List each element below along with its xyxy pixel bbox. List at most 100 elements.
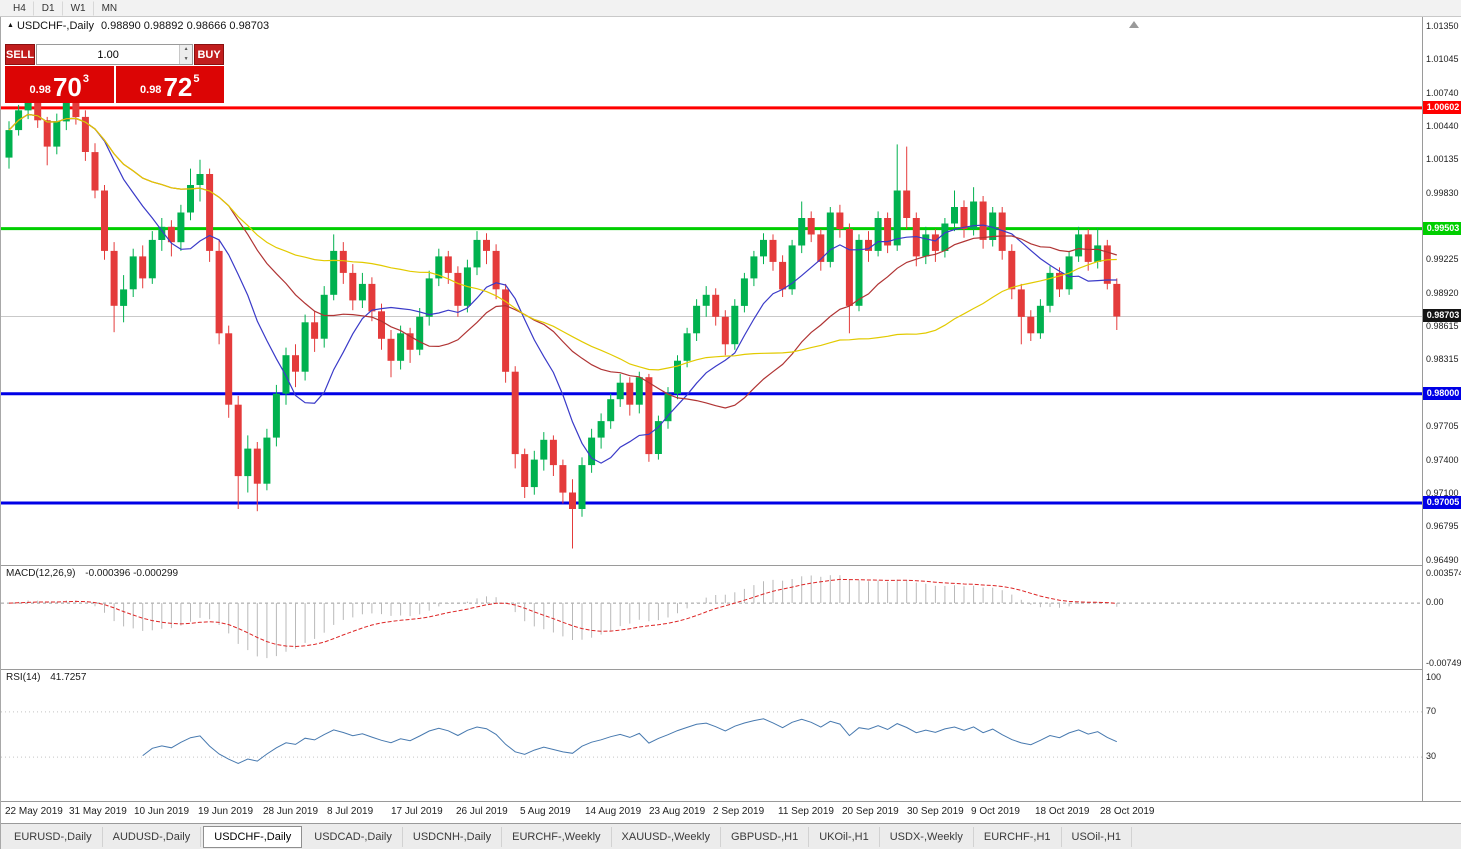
candles-layer xyxy=(5,84,1121,549)
timeframe-button-mn[interactable]: MN xyxy=(94,1,126,16)
price-axis-tick: 1.00135 xyxy=(1426,154,1459,164)
rsi-label: RSI(14) 41.7257 xyxy=(6,672,86,683)
price-chart-canvas[interactable] xyxy=(1,17,1422,565)
rsi-axis-tick: 100 xyxy=(1426,672,1442,682)
chart-tab-eurusd-daily[interactable]: EURUSD-,Daily xyxy=(4,826,103,847)
macd-canvas[interactable] xyxy=(1,566,1422,669)
timeframe-button-d1[interactable]: D1 xyxy=(34,0,63,16)
chart-tab-bar: EURUSD-,Daily AUDUSD-,Daily USDCHF-,Daily U… xyxy=(1,823,1461,849)
symbol-period-label: USDCHF-,Daily xyxy=(16,20,94,32)
chart-tab-usdchf-daily[interactable]: USDCHF-,Daily xyxy=(203,825,303,848)
time-axis-label: 14 Aug 2019 xyxy=(585,806,642,817)
time-axis[interactable]: 22 May 2019 31 May 2019 10 Jun 2019 19 Jun … xyxy=(1,801,1461,823)
buy-price-tile[interactable]: 0.98 72 5 xyxy=(115,66,224,103)
chart-tab-eurchf-weekly[interactable]: EURCHF-,Weekly xyxy=(502,826,612,847)
macd-name: MACD(12,26,9) xyxy=(6,568,76,579)
sell-price-base: 0.98 xyxy=(29,84,51,96)
time-axis-label: 22 May 2019 xyxy=(5,806,63,817)
price-axis-tick: 0.96490 xyxy=(1426,555,1459,565)
rsi-axis-tick: 70 xyxy=(1426,706,1437,716)
timeframe-button-w1[interactable]: W1 xyxy=(63,0,94,16)
sell-price-tile[interactable]: 0.98 70 3 xyxy=(5,66,114,103)
macd-signal-line xyxy=(8,578,1117,648)
price-axis-tick: 0.98315 xyxy=(1426,354,1459,364)
price-axis-tick: 1.01350 xyxy=(1426,21,1459,31)
sell-price-pip: 3 xyxy=(82,73,89,85)
price-axis-tick: 0.99225 xyxy=(1426,254,1459,264)
chart-tab-usoil-h1[interactable]: USOil-,H1 xyxy=(1062,826,1133,847)
rsi-axis-tick: 30 xyxy=(1426,751,1437,761)
symbol-marker-icon: ▲ xyxy=(7,22,14,29)
time-axis-label: 19 Jun 2019 xyxy=(198,806,254,817)
moving-averages-layer xyxy=(8,113,1117,464)
price-axis-tick: 1.00740 xyxy=(1426,88,1459,98)
volume-control[interactable]: ▲ ▼ xyxy=(36,44,194,65)
time-axis-label: 2 Sep 2019 xyxy=(713,806,765,817)
rsi-value: 41.7257 xyxy=(50,672,87,683)
macd-values: -0.000396 -0.000299 xyxy=(85,568,179,579)
price-axis-tick: 1.01045 xyxy=(1426,54,1459,64)
sell-price-main: 70 xyxy=(52,72,82,102)
macd-axis-tick: 0.00 xyxy=(1426,597,1444,607)
volume-input[interactable] xyxy=(37,45,180,64)
rsi-line xyxy=(142,718,1118,764)
timeframe-button-h4[interactable]: H4 xyxy=(5,0,34,16)
macd-label: MACD(12,26,9) -0.000396 -0.000299 xyxy=(6,568,178,579)
hline-price-badge: 1.00602 xyxy=(1423,101,1461,114)
time-axis-label: 10 Jun 2019 xyxy=(134,806,190,817)
buy-price-pip: 5 xyxy=(193,73,200,85)
time-axis-label: 30 Sep 2019 xyxy=(907,806,964,817)
macd-histogram xyxy=(18,575,1118,659)
time-axis-label: 9 Oct 2019 xyxy=(971,806,1020,817)
macd-axis-tick: 0.003574 xyxy=(1426,568,1461,578)
time-axis-label: 17 Jul 2019 xyxy=(391,806,443,817)
hline-price-badge: 0.97005 xyxy=(1423,496,1461,509)
time-axis-label: 11 Sep 2019 xyxy=(778,806,834,817)
time-axis-label: 31 May 2019 xyxy=(69,806,127,817)
rsi-name: RSI(14) xyxy=(6,672,41,683)
rsi-indicator-panel[interactable]: RSI(14) 41.7257 xyxy=(1,669,1422,801)
macd-indicator-panel[interactable]: MACD(12,26,9) -0.000396 -0.000299 xyxy=(1,565,1422,669)
one-click-trading-panel: SELL ▲ ▼ BUY 0.98 70 3 0.98 xyxy=(5,44,224,103)
timeframe-toolbar: H4 D1 W1 MN xyxy=(0,0,1461,17)
chart-tab-eurchf-h1[interactable]: EURCHF-,H1 xyxy=(974,826,1062,847)
time-axis-label: 20 Sep 2019 xyxy=(842,806,899,817)
chart-window[interactable]: ▲ USDCHF-,Daily 0.98890 0.98892 0.98666 0.… xyxy=(0,17,1461,849)
ohlc-values: 0.98890 0.98892 0.98666 0.98703 xyxy=(100,20,270,32)
price-axis-tick: 0.99830 xyxy=(1426,188,1459,198)
price-axis-tick: 0.98615 xyxy=(1426,321,1459,331)
chart-shift-marker-icon[interactable] xyxy=(1129,21,1139,28)
hline-price-badge: 0.99503 xyxy=(1423,222,1461,235)
macd-axis-tick: -0.00749 xyxy=(1426,658,1461,668)
price-chart-panel[interactable]: ▲ USDCHF-,Daily 0.98890 0.98892 0.98666 0.… xyxy=(1,17,1422,565)
chart-tab-audusd-daily[interactable]: AUDUSD-,Daily xyxy=(103,826,202,847)
volume-down-button[interactable]: ▼ xyxy=(180,54,193,64)
hline-price-badge: 0.98000 xyxy=(1423,387,1461,400)
horizontal-lines-layer xyxy=(1,106,1422,505)
buy-button[interactable]: BUY xyxy=(194,44,224,65)
buy-price-main: 72 xyxy=(163,72,193,102)
chart-tab-usdx-weekly[interactable]: USDX-,Weekly xyxy=(880,826,974,847)
price-axis-tick: 0.97100 xyxy=(1426,488,1459,498)
price-axis[interactable]: 1.01350 1.01045 1.00740 1.00440 1.00135 0.998… xyxy=(1422,17,1461,801)
chart-tab-ukoil-h1[interactable]: UKOil-,H1 xyxy=(809,826,880,847)
volume-up-button[interactable]: ▲ xyxy=(180,45,193,55)
time-axis-label: 8 Jul 2019 xyxy=(327,806,374,817)
price-axis-tick: 1.00440 xyxy=(1426,121,1459,131)
time-axis-label: 5 Aug 2019 xyxy=(520,806,571,817)
rsi-canvas[interactable] xyxy=(1,670,1422,801)
price-axis-tick: 0.96795 xyxy=(1426,521,1459,531)
chart-title: ▲ USDCHF-,Daily 0.98890 0.98892 0.98666 0.… xyxy=(7,20,269,32)
chart-tab-usdcad-daily[interactable]: USDCAD-,Daily xyxy=(304,826,403,847)
price-axis-tick: 0.97705 xyxy=(1426,421,1459,431)
chart-tab-usdcnh-daily[interactable]: USDCNH-,Daily xyxy=(403,826,503,847)
buy-price-base: 0.98 xyxy=(140,84,162,96)
sell-button[interactable]: SELL xyxy=(5,44,36,65)
time-axis-label: 18 Oct 2019 xyxy=(1035,806,1090,817)
chart-tab-gbpusd-h1[interactable]: GBPUSD-,H1 xyxy=(721,826,810,847)
price-axis-tick: 0.97400 xyxy=(1426,455,1459,465)
time-axis-label: 28 Jun 2019 xyxy=(263,806,319,817)
chart-tab-xauusd-weekly[interactable]: XAUUSD-,Weekly xyxy=(612,826,721,847)
price-axis-tick: 0.98920 xyxy=(1426,288,1459,298)
time-axis-label: 23 Aug 2019 xyxy=(649,806,706,817)
